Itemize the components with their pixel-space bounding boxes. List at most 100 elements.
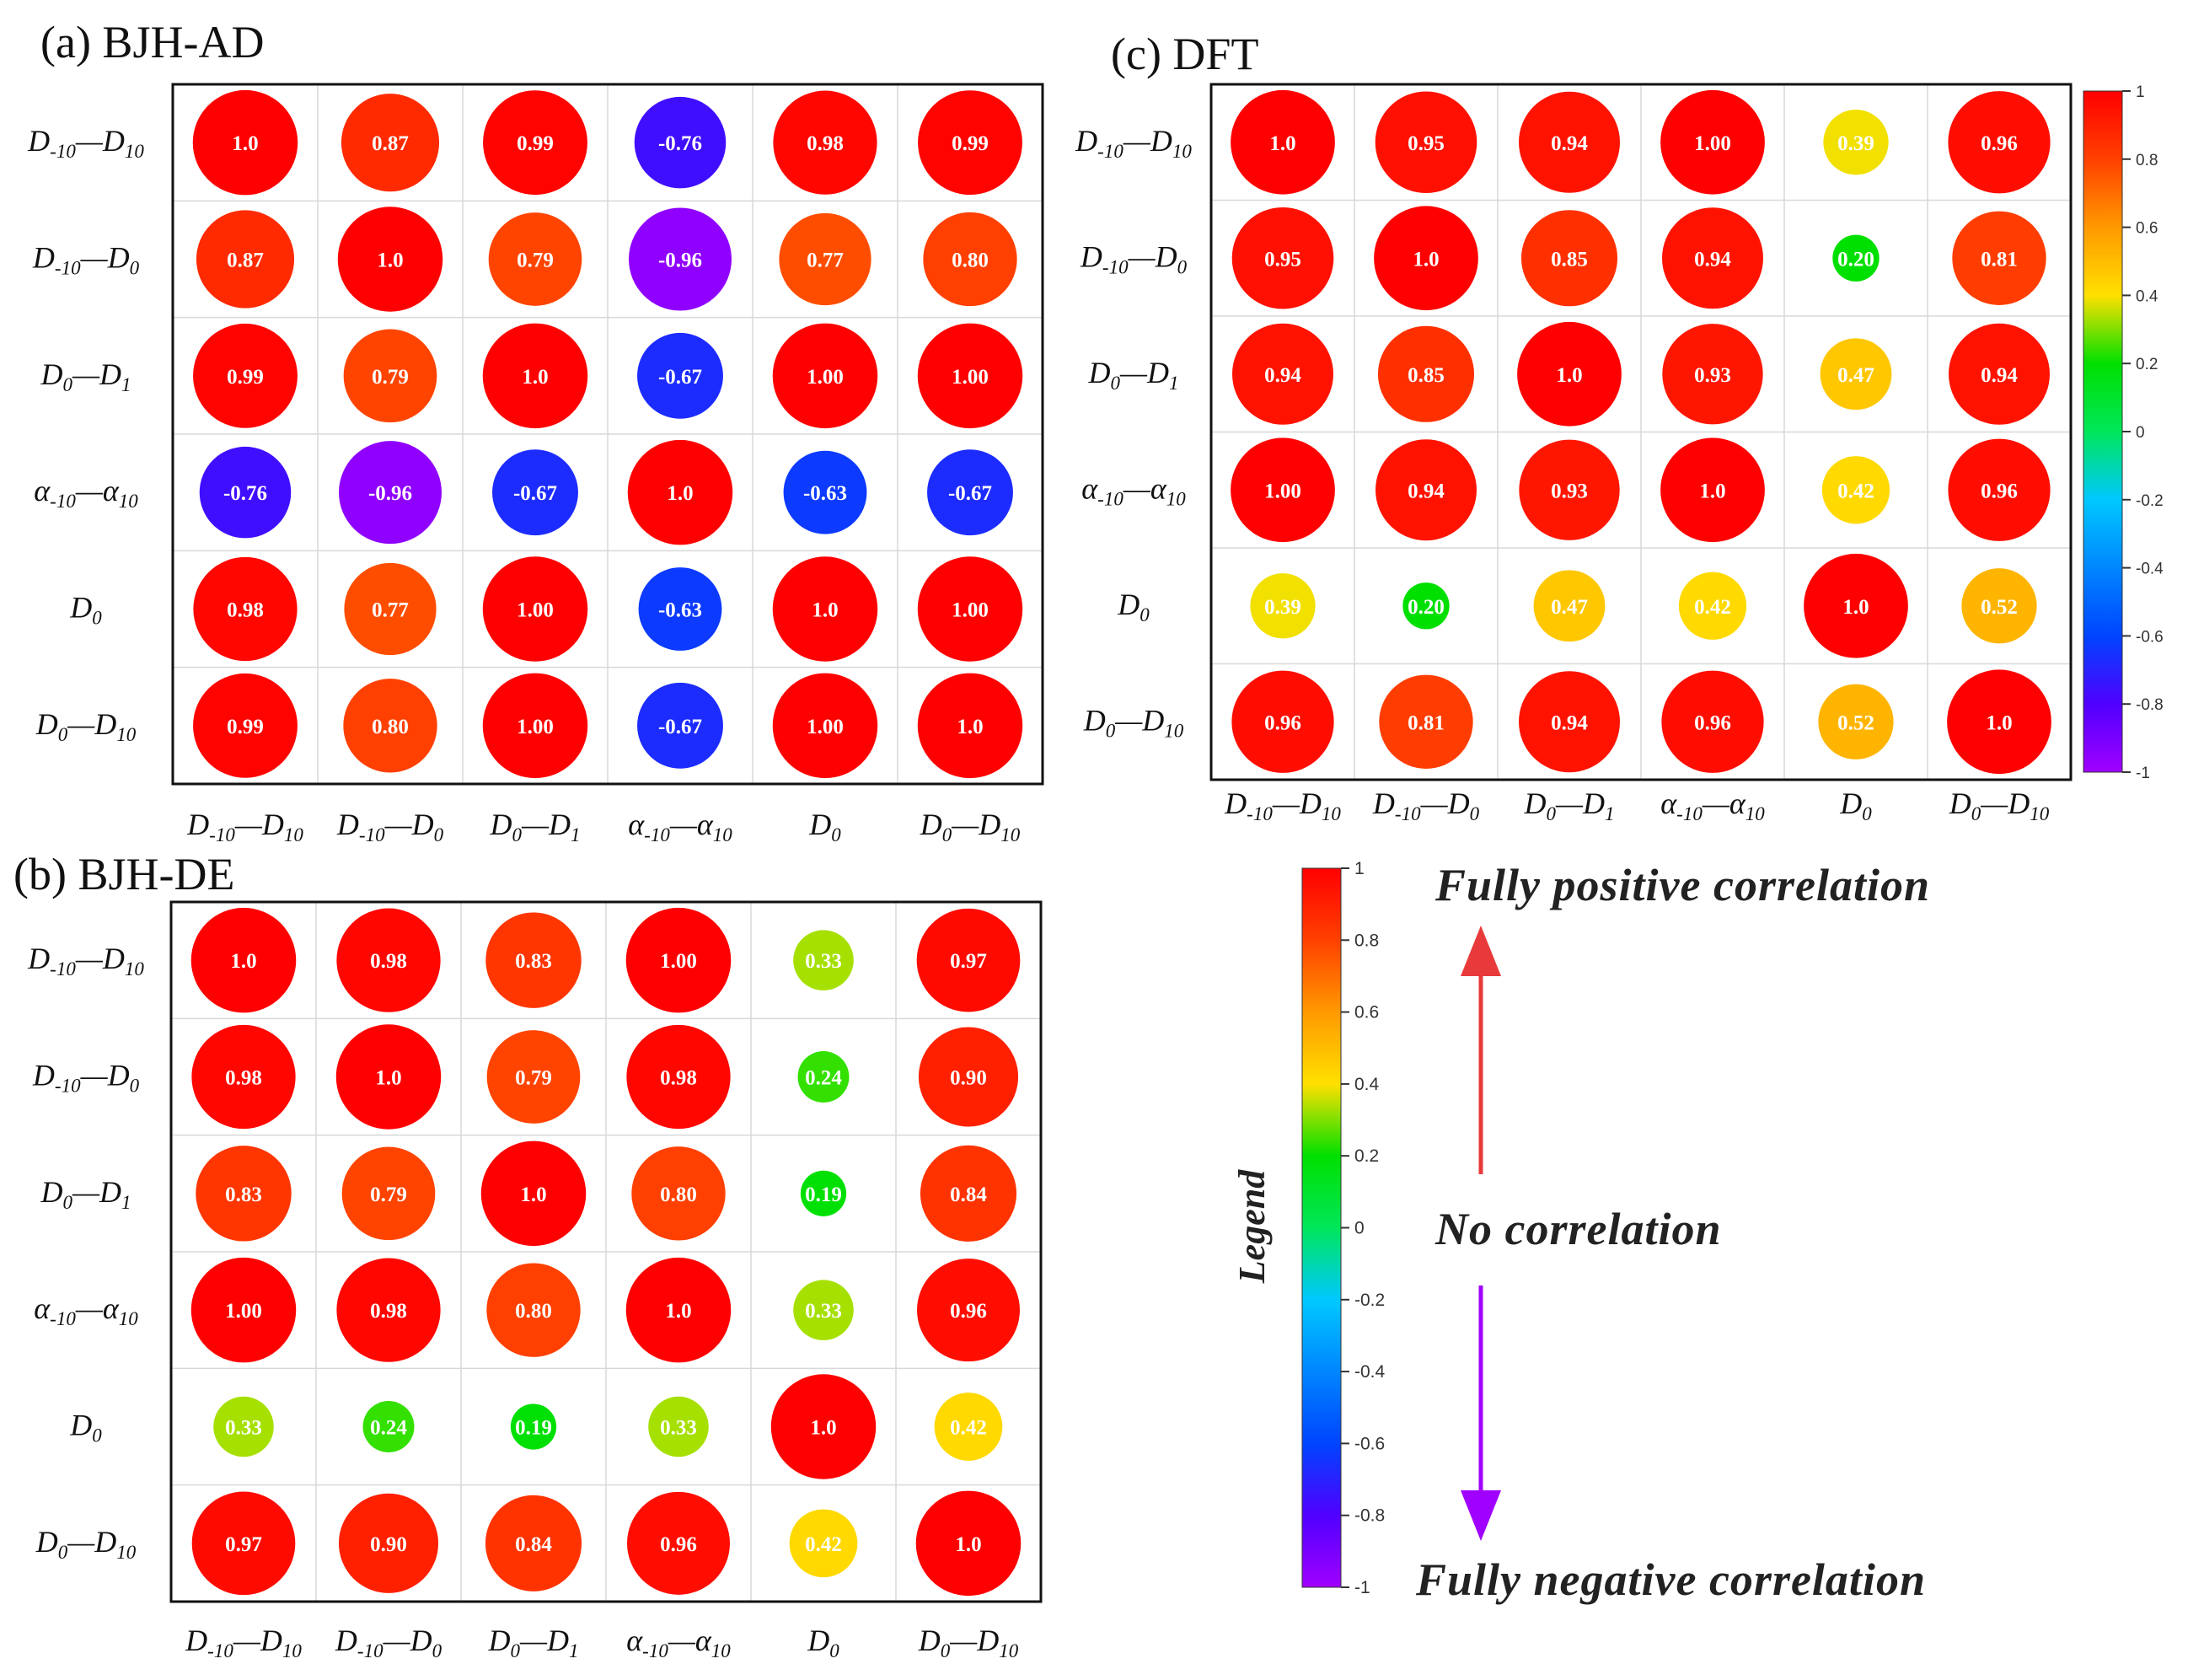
- correlation-circle: [917, 673, 1023, 779]
- correlation-value: 1.0: [812, 599, 838, 622]
- correlation-circle: [918, 90, 1022, 196]
- column-label: D-10​—D0​: [335, 1624, 442, 1661]
- correlation-circle: [1231, 207, 1334, 309]
- correlation-value: 0.99: [227, 716, 264, 738]
- correlation-value: 0.77: [807, 250, 844, 272]
- row-label: D-10​—D0​: [1080, 239, 1188, 277]
- correlation-value: 1.0: [522, 366, 548, 389]
- correlation-circle: [192, 89, 298, 196]
- panel-c-colorbar-tick-label: -1: [2136, 765, 2150, 782]
- panel-c-colorbar-tick-label: 0: [2136, 424, 2145, 442]
- correlation-value: 0.42: [805, 1533, 842, 1556]
- legend-colorbar-tick-label: 0: [1354, 1219, 1365, 1238]
- column-label: D0​—D10​: [1949, 786, 2050, 824]
- correlation-circle: [1948, 91, 2051, 194]
- panel-c-colorbar-tick-label: 0.2: [2136, 356, 2158, 373]
- correlation-value: 0.87: [227, 250, 264, 272]
- legend-colorbar-tick-label: -1: [1354, 1578, 1370, 1597]
- correlation-circle: [485, 1495, 582, 1591]
- correlation-circle: [486, 1263, 581, 1357]
- correlation-value: 0.94: [1694, 248, 1731, 271]
- correlation-value: 0.79: [517, 250, 554, 272]
- row-label: D0​: [69, 591, 102, 629]
- column-label: D-10​—D0​: [1372, 786, 1480, 824]
- correlation-circle: [1374, 206, 1478, 311]
- correlation-value: 0.90: [950, 1067, 987, 1090]
- legend-colorbar-tick-label: 1: [1354, 859, 1365, 878]
- correlation-circle: [1821, 456, 1890, 524]
- correlation-circle: [190, 1257, 297, 1363]
- correlation-circle: [1377, 325, 1475, 422]
- correlation-circle: [1804, 553, 1908, 658]
- correlation-circle: [783, 450, 867, 534]
- correlation-value: 0.79: [515, 1067, 552, 1090]
- correlation-value: 0.42: [1837, 480, 1874, 502]
- correlation-circle: [1947, 669, 2051, 775]
- legend-colorbar-tick-label: -0.4: [1354, 1362, 1386, 1382]
- correlation-value: 0.77: [372, 599, 409, 622]
- correlation-value: 1.00: [807, 716, 844, 738]
- correlation-value: 1.0: [377, 250, 403, 272]
- correlation-circle: [482, 556, 588, 662]
- correlation-value: 0.79: [370, 1184, 407, 1206]
- correlation-value: -0.96: [368, 482, 412, 505]
- row-label: D0​: [1117, 588, 1150, 625]
- correlation-value: 0.80: [660, 1184, 697, 1206]
- legend-colorbar-tick-label: 0.6: [1354, 1003, 1379, 1022]
- correlation-value: 0.96: [1981, 132, 2018, 155]
- correlation-value: 1.0: [665, 1300, 691, 1323]
- column-label: D0​: [1839, 786, 1872, 824]
- correlation-circle: [1517, 321, 1622, 427]
- column-label: D0​—D1​: [487, 1624, 578, 1661]
- correlation-value: 0.81: [1408, 711, 1445, 734]
- correlation-value: 1.0: [375, 1067, 401, 1090]
- column-label: D-10​—D10​: [185, 1624, 302, 1661]
- correlation-value: 0.52: [1981, 596, 2018, 619]
- correlation-value: -0.67: [513, 482, 557, 505]
- correlation-value: 0.80: [372, 716, 409, 738]
- correlation-value: 0.96: [1264, 711, 1301, 734]
- correlation-circle: [629, 207, 732, 311]
- correlation-value: 0.52: [1837, 711, 1874, 734]
- correlation-value: 0.47: [1551, 596, 1588, 619]
- correlation-circle: [483, 90, 587, 196]
- correlation-circle: [486, 1030, 581, 1124]
- correlation-circle: [915, 1490, 1022, 1597]
- legend-colorbar-tick-label: -0.8: [1354, 1506, 1385, 1526]
- correlation-circle: [1402, 582, 1450, 630]
- correlation-value: 0.83: [225, 1184, 262, 1206]
- correlation-value: 1.0: [810, 1417, 836, 1440]
- legend-colorbar-tick-label: -0.2: [1354, 1291, 1385, 1310]
- correlation-value: 0.95: [1408, 132, 1445, 155]
- panel-c-colorbar-tick-label: -0.6: [2136, 628, 2164, 646]
- correlation-value: -0.96: [658, 250, 702, 272]
- column-label: D0​: [807, 1624, 839, 1661]
- plot-frame: [169, 900, 1043, 1603]
- correlation-value: 1.0: [1699, 480, 1725, 502]
- correlation-value: 1.00: [807, 366, 844, 389]
- correlation-circle: [1662, 324, 1763, 425]
- panel-c-colorbar: 1 0.8 0.6 0.4 0.2 0 -0.2 -0.4 -0.6 -0.8 -1: [2083, 83, 2164, 782]
- correlation-value: 0.47: [1837, 364, 1874, 387]
- correlation-value: 1.0: [232, 132, 258, 155]
- correlation-circle: [920, 1145, 1017, 1242]
- correlation-value: 1.0: [1556, 364, 1582, 387]
- correlation-circle: [631, 1146, 726, 1241]
- correlation-circle: [923, 212, 1017, 307]
- correlation-circle: [800, 1170, 847, 1216]
- correlation-value: 0.24: [370, 1417, 407, 1440]
- correlation-circle: [1375, 91, 1477, 194]
- correlation-circle: [482, 323, 588, 429]
- correlation-value: 0.95: [1264, 248, 1301, 271]
- panel-b-heatmap: 1.0 0.98 0.83 1.00 0.33 0.97 0.98 1.0 0.79 0.98 0.…: [27, 900, 1043, 1661]
- correlation-circle: [485, 912, 582, 1008]
- correlation-circle: [193, 556, 298, 662]
- correlation-value: 0.98: [227, 599, 264, 622]
- correlation-value: 0.33: [225, 1417, 262, 1440]
- correlation-circle: [1660, 437, 1765, 543]
- correlation-value: 0.93: [1694, 364, 1731, 387]
- correlation-value: 0.80: [952, 250, 989, 272]
- correlation-value: 0.98: [370, 1300, 407, 1323]
- correlation-circle: [336, 908, 441, 1012]
- correlation-circle: [917, 1259, 1020, 1362]
